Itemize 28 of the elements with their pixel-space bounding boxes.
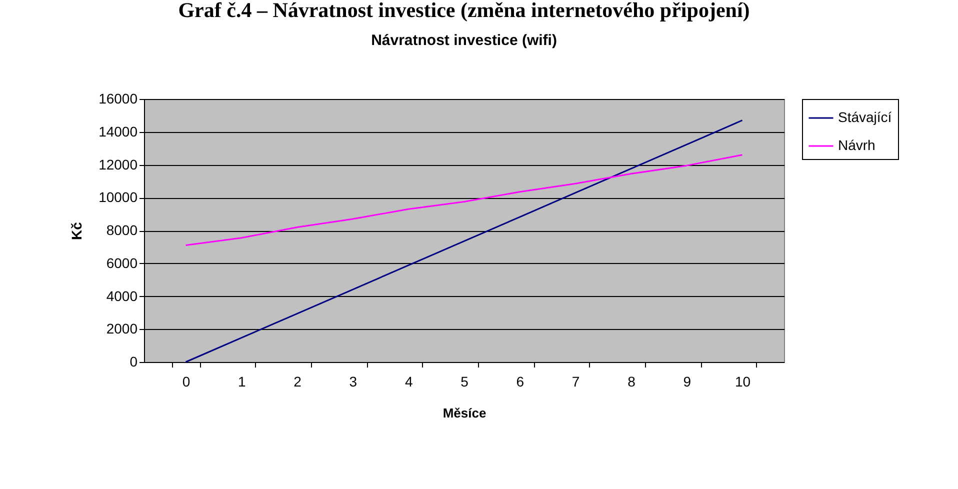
x-tick-label: 8	[628, 374, 636, 390]
x-tick-label: 10	[734, 374, 751, 390]
x-tick-label: 6	[516, 374, 524, 390]
y-tick-label: 4000	[106, 288, 138, 304]
y-tick-label: 12000	[98, 156, 138, 172]
line-series	[184, 154, 744, 246]
x-tick-label: 2	[294, 374, 302, 390]
legend-label: Stávající	[838, 109, 892, 125]
y-tick-label: 8000	[106, 222, 138, 238]
y-tick-label: 6000	[106, 254, 138, 271]
x-tick-label: 7	[572, 374, 580, 390]
y-tick-label: 16000	[98, 90, 138, 106]
x-tick-label: 5	[460, 374, 469, 390]
chart-subtitle: Návratnost investice (wifi)	[371, 32, 557, 49]
x-tick-label: 1	[238, 374, 246, 390]
x-axis-title: Měsíce	[442, 406, 486, 420]
y-tick-label: 10000	[98, 189, 138, 206]
y-tick-label: 2000	[106, 320, 138, 337]
x-tick-label: 0	[182, 374, 190, 390]
x-tick-label: 3	[349, 374, 358, 390]
line-series	[184, 120, 744, 363]
y-axis-title: Kč	[68, 222, 85, 240]
legend-label: Návrh	[838, 137, 876, 153]
y-tick-label: 0	[130, 354, 138, 370]
x-tick-label: 9	[683, 374, 692, 390]
y-tick-label: 14000	[98, 123, 138, 140]
x-tick-label: 4	[404, 374, 413, 390]
chart-title: Graf č.4 – Návratnost investice (změna internetového připojení)	[178, 0, 750, 22]
